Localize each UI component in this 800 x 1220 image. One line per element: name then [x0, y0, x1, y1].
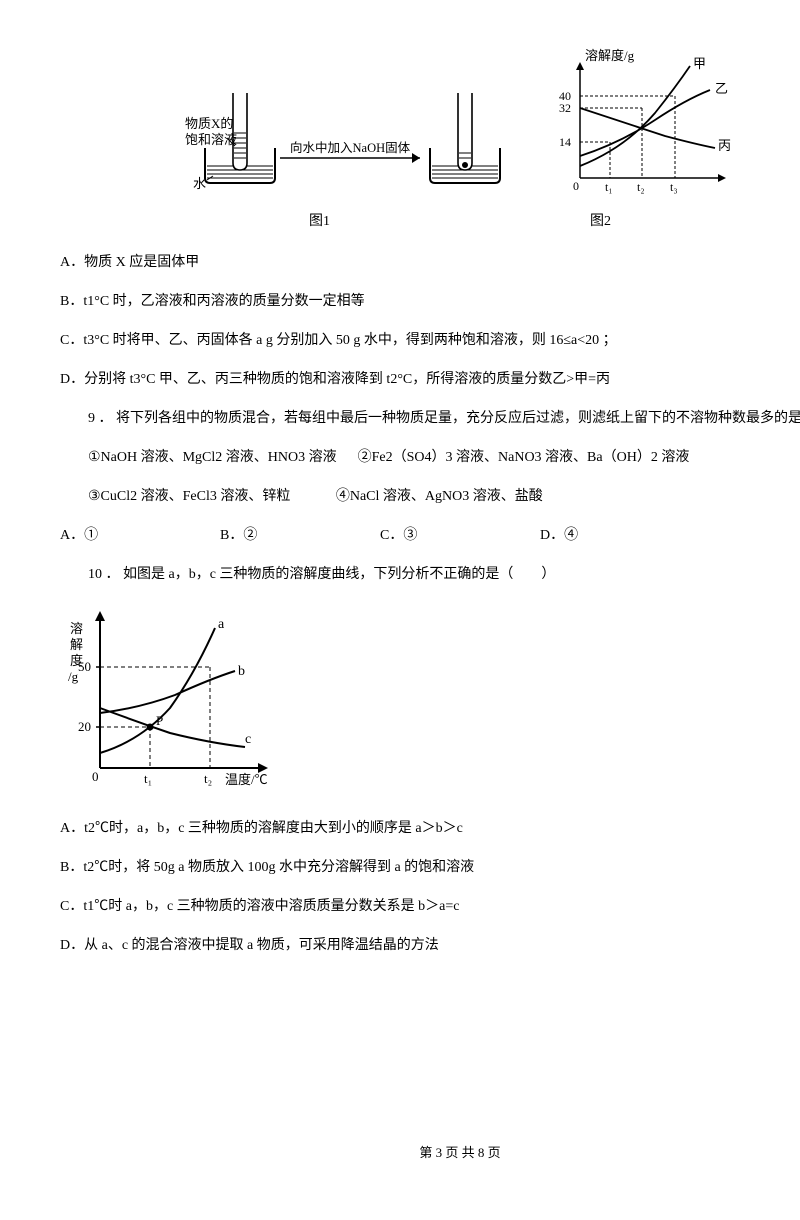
fig2-t2: t₂: [637, 180, 645, 194]
q10-b: b: [238, 664, 245, 679]
q9-opt-c: C．③: [380, 525, 540, 546]
q9-opt-b: B．②: [220, 525, 380, 546]
q10-y20: 20: [78, 719, 91, 734]
fig1-caption: 图1: [309, 211, 330, 232]
figure-2: 溶解度/g 0 40 32 14 t₁ t₂ t₃: [545, 48, 735, 205]
q9-opt-d: D．④: [540, 525, 700, 546]
q10-a: a: [218, 617, 225, 632]
q9-opt-a: A．①: [60, 525, 220, 546]
fig1-label-bottom: 饱和溶液: [185, 132, 237, 147]
q10-y50: 50: [78, 659, 91, 674]
fig1-water-label: 水: [193, 176, 206, 191]
q10-t1: t₁: [144, 771, 152, 786]
fig2-ylabel: 溶解度/g: [585, 48, 635, 63]
q10-c: c: [245, 732, 251, 747]
q9-groups-34: ③CuCl2 溶液、FeCl3 溶液、锌粒 ④NaCl 溶液、AgNO3 溶液、…: [60, 486, 800, 507]
svg-text:0: 0: [92, 769, 99, 784]
q10-stem: 10 ． 如图是 a，b，c 三种物质的溶解度曲线，下列分析不正确的是（ ）: [60, 564, 800, 585]
q9-group4: ④NaCl 溶液、AgNO3 溶液、盐酸: [336, 489, 543, 504]
fig1-label-top: 物质X的: [185, 116, 233, 131]
q10-t2: t₂: [204, 771, 212, 786]
fig2-y14: 14: [559, 135, 571, 149]
q9-group3: ③CuCl2 溶液、FeCl3 溶液、锌粒: [88, 489, 290, 504]
pre-option-c: C．t3°C 时将甲、乙、丙固体各 a g 分别加入 50 g 水中，得到两种饱…: [60, 330, 800, 351]
pre-option-a: A．物质 X 应是固体甲: [60, 252, 800, 273]
fig2-t1: t₁: [605, 180, 613, 194]
fig2-caption-label: 图2: [590, 211, 611, 232]
q10-opt-a: A．t2℃时，a，b，c 三种物质的溶解度由大到小的顺序是 a＞b＞c: [60, 818, 800, 839]
pre-option-b: B．t1°C 时，乙溶液和丙溶液的质量分数一定相等: [60, 291, 800, 312]
q10-yl1: 溶: [70, 621, 83, 636]
q10-xlabel: 温度/℃: [225, 772, 268, 787]
fig2-jia: 甲: [693, 56, 706, 71]
figure-1: 物质X的 饱和溶液 水 向水中加入NaOH固体: [185, 48, 505, 205]
pre-option-d: D．分别将 t3°C 甲、乙、丙三种物质的饱和溶液降到 t2°C，所得溶液的质量…: [60, 369, 800, 390]
q9-group1: ①NaOH 溶液、MgCl2 溶液、HNO3 溶液: [88, 450, 337, 465]
q10-P: P: [156, 713, 163, 728]
fig2-bing: 丙: [718, 138, 731, 153]
page-footer: 第 3 页 共 8 页: [60, 1143, 800, 1163]
q10-figure: 溶 解 度 /g 0 50 20 P a b c t₁ t: [60, 603, 800, 800]
q9-options: A．① B．② C．③ D．④: [60, 525, 800, 546]
q10-opt-c: C．t1℃时 a，b，c 三种物质的溶液中溶质质量分数关系是 b＞a=c: [60, 896, 800, 917]
q9-groups-12: ①NaOH 溶液、MgCl2 溶液、HNO3 溶液 ②Fe2（SO4）3 溶液、…: [60, 447, 800, 468]
q10-yl2: 解: [70, 637, 83, 652]
fig2-y32: 32: [559, 101, 571, 115]
q10-opt-b: B．t2℃时，将 50g a 物质放入 100g 水中充分溶解得到 a 的饱和溶…: [60, 857, 800, 878]
fig2-t3: t₃: [670, 180, 678, 194]
figure-captions: 图1 图2: [60, 211, 800, 232]
q9-group2: ②Fe2（SO4）3 溶液、NaNO3 溶液、Ba（OH）2 溶液: [358, 450, 690, 465]
fig2-yi: 乙: [715, 81, 728, 96]
q9-stem: 9 ． 将下列各组中的物质混合，若每组中最后一种物质足量，充分反应后过滤，则滤纸…: [60, 408, 800, 429]
fig1-arrow-text: 向水中加入NaOH固体: [290, 140, 411, 155]
svg-text:0: 0: [573, 179, 579, 193]
top-figures-row: 物质X的 饱和溶液 水 向水中加入NaOH固体: [60, 48, 800, 205]
q10-opt-d: D．从 a、c 的混合溶液中提取 a 物质，可采用降温结晶的方法: [60, 935, 800, 956]
